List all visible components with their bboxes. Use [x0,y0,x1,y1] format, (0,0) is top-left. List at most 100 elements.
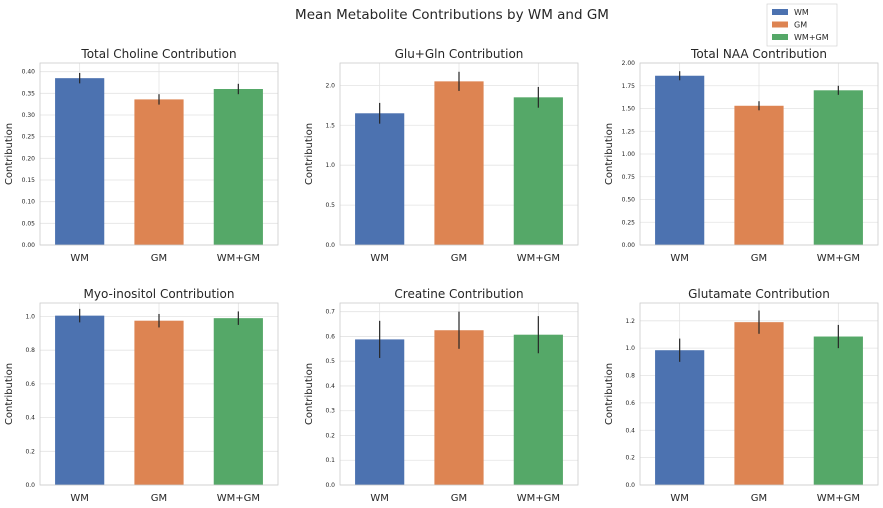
y-tick-label: 0.15 [22,177,36,184]
x-tick-label: WM [370,493,389,504]
y-tick-label: 0.2 [625,455,635,462]
subplot-title: Glutamate Contribution [688,287,830,301]
y-tick-label: 1.0 [325,162,335,169]
y-tick-label: 0.25 [22,134,36,141]
x-tick-label: GM [451,493,467,504]
y-tick-label: 1.0 [625,345,635,352]
plot-frame [39,302,279,486]
y-tick-label: 0.5 [325,202,335,209]
bar-wm [355,113,405,245]
y-tick-label: 1.0 [25,313,35,320]
bar-gm [134,320,184,485]
x-tick-label: WM+GM [217,493,260,504]
subplot-6: 0.0 0.2 0.4 0.6 0.8 1.0 1.2 WM GM WM+GM Glutamate … [604,287,879,504]
bar-gm [434,81,484,245]
x-tick-label: WM [670,493,689,504]
subplot-title: Total NAA Contribution [690,47,827,61]
y-tick-label: 0.8 [25,347,35,354]
subplot-1: 0.00 0.05 0.10 0.15 0.20 0.25 0.30 0.35 0.40 WM GM… [4,47,279,264]
y-tick-label: 0.1 [325,457,335,464]
y-axis-label: Contribution [604,123,615,185]
y-tick-label: 0.6 [25,381,35,388]
y-tick-label: 1.00 [622,151,636,158]
y-tick-label: 0.20 [22,155,36,162]
y-axis-label: Contribution [304,123,315,185]
x-tick-label: WM [70,253,89,264]
y-tick-label: 0.2 [325,432,335,439]
plot-frame [339,62,579,246]
subplots: 0.00 0.05 0.10 0.15 0.20 0.25 0.30 0.35 0.40 WM GM… [4,47,879,504]
bar-wm-gm [513,97,563,246]
bar-wm-gm [813,90,863,245]
legend-label: WM [794,8,809,17]
y-tick-label: 0.4 [25,415,35,422]
y-tick-label: 0.3 [325,408,335,415]
legend-swatch [772,34,788,40]
legend-swatch [772,9,788,15]
bar-gm [734,105,784,246]
legend-swatch [772,21,788,28]
x-tick-label: WM+GM [217,253,260,264]
y-axis-label: Contribution [604,363,615,425]
y-tick-label: 0.0 [325,242,335,249]
bar-wm-gm [513,334,563,485]
y-axis-label: Contribution [4,123,15,185]
subplot-title: Total Choline Contribution [80,47,236,61]
bar-wm-gm [213,89,263,245]
y-tick-label: 0.2 [25,448,35,455]
y-tick-label: 0.0 [625,482,635,489]
y-tick-label: 0.05 [22,220,36,227]
bar-gm [134,99,184,246]
x-tick-label: GM [151,493,167,504]
subplot-title: Glu+Gln Contribution [395,47,524,61]
y-tick-label: 0.50 [622,197,636,204]
y-tick-label: 1.75 [622,83,636,90]
bar-wm-gm [813,336,863,485]
y-tick-label: 0.8 [625,373,635,380]
y-tick-label: 0.4 [325,383,335,390]
bar-wm [355,339,405,485]
y-tick-label: 2.0 [325,82,335,89]
y-tick-label: 1.2 [625,318,635,325]
subplot-3: 0.00 0.25 0.50 0.75 1.00 1.25 1.50 1.75 2.00 WM GM… [604,47,879,264]
y-tick-label: 1.25 [622,128,636,135]
bar-wm [655,350,705,485]
y-axis-label: Contribution [4,363,15,425]
y-tick-label: 0.6 [325,333,335,340]
x-tick-label: WM [70,493,89,504]
subplot-2: 0.0 0.5 1.0 1.5 2.0 WM GM WM+GM Glu+Gln Contribu… [304,47,579,264]
legend-label: WM+GM [794,33,829,42]
legend: WM GM WM+GM [766,3,838,47]
subplot-4: 0.0 0.2 0.4 0.6 0.8 1.0 WM GM WM+GM Myo-inositol … [4,287,279,504]
y-tick-label: 0.25 [622,219,636,226]
legend-label: GM [794,21,807,30]
x-tick-label: WM+GM [517,493,560,504]
y-tick-label: 0.7 [325,309,335,316]
y-tick-label: 0.35 [22,90,36,97]
y-tick-label: 0.75 [622,174,636,181]
y-tick-label: 0.5 [325,358,335,365]
y-tick-label: 1.5 [325,122,335,129]
subplot-title: Myo-inositol Contribution [84,287,235,301]
x-tick-label: WM+GM [517,253,560,264]
y-tick-label: 0.40 [22,69,36,76]
bar-wm [55,315,105,485]
x-tick-label: GM [151,253,167,264]
x-tick-label: GM [751,253,767,264]
bar-wm [55,78,105,246]
x-tick-label: WM+GM [817,253,860,264]
y-tick-label: 0.30 [22,112,36,119]
plot-frame [639,62,879,246]
y-tick-label: 0.10 [22,199,36,206]
plot-frame [339,302,579,486]
plot-frame [639,302,879,486]
x-tick-label: GM [451,253,467,264]
bar-gm [734,322,784,485]
x-tick-label: WM+GM [817,493,860,504]
y-tick-label: 0.00 [22,242,36,249]
x-tick-label: GM [751,493,767,504]
bar-gm [434,330,484,485]
plot-frame [39,62,279,246]
subplot-5: 0.0 0.1 0.2 0.3 0.4 0.5 0.6 0.7 WM GM WM+GM Creatin… [304,287,579,504]
